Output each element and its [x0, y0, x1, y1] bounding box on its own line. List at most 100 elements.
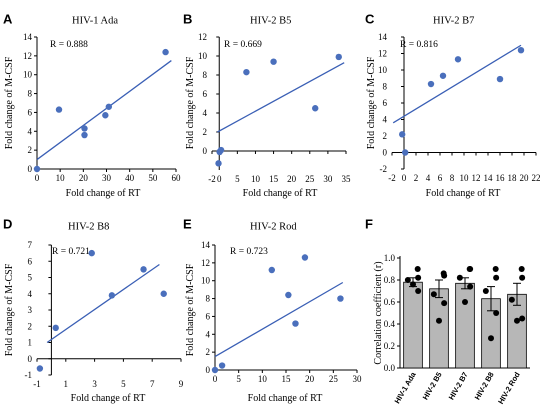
x-tick-label: 8 [450, 173, 455, 183]
data-point [439, 72, 447, 79]
data-point [88, 249, 95, 257]
data-point [462, 299, 468, 305]
x-tick-label: 30 [353, 374, 363, 384]
x-tick-label: 25 [329, 374, 339, 384]
x-tick-label: 30 [323, 174, 333, 184]
panel-title: HIV-2 B5 [250, 15, 291, 26]
x-tick-label: 20 [79, 173, 89, 183]
data-point [496, 75, 504, 83]
y-tick-label: 12 [23, 51, 32, 61]
data-point [215, 160, 222, 167]
trend-line [214, 281, 344, 358]
y-axis-label: Fold change of M-CSF [4, 56, 15, 149]
data-point [285, 291, 292, 299]
y-tick-label: 4 [203, 108, 208, 118]
y-tick-label: 0 [28, 354, 33, 364]
data-point [467, 283, 474, 290]
y-tick-label: 12 [201, 258, 210, 268]
data-point [404, 277, 411, 283]
y-tick-label: 8 [28, 89, 33, 99]
x-tick-label: 14 [484, 173, 494, 183]
data-point [218, 362, 226, 369]
panel-letter: B [183, 12, 192, 27]
x-tick-label: 0 [402, 173, 407, 183]
x-tick-label: 35 [342, 174, 352, 184]
data-point [108, 292, 116, 299]
panel-title: HIV-2 B7 [433, 15, 474, 26]
data-point [415, 274, 422, 281]
panel-letter: A [3, 12, 13, 27]
data-point [270, 58, 277, 65]
y-tick-label: 2 [28, 145, 33, 155]
y-tick-label: 6 [206, 311, 211, 321]
data-point [36, 365, 44, 372]
x-axis-label: Fold change of RT [66, 188, 141, 199]
y-tick-label: 4 [28, 289, 33, 299]
data-point [415, 288, 422, 294]
y-tick-label: 1.0 [384, 253, 396, 263]
y-tick-label: 0 [383, 148, 388, 158]
x-tick-label: HIV-2 B5 [421, 371, 444, 402]
panel-e: E 0 5 10 15 20 25 30 0 2 4 6 8 10 12 14 HIV-2 Rod R = 0.7… [183, 217, 362, 404]
x-tick-label: 6 [438, 173, 443, 183]
x-tick-label: 5 [235, 174, 240, 184]
y-tick-label: 6 [28, 107, 33, 117]
data-point [454, 56, 462, 63]
trend-line [46, 263, 160, 344]
x-axis-label: Fold change of RT [243, 188, 318, 199]
y-tick-label: 2 [206, 347, 211, 357]
data-point [517, 47, 525, 54]
data-point [492, 266, 499, 272]
x-tick-label: 50 [148, 173, 158, 183]
data-point [467, 266, 474, 272]
data-point [441, 300, 448, 307]
y-tick-label: 0.8 [384, 275, 396, 285]
y-axis-label: Fold change of M-CSF [4, 263, 15, 356]
y-tick-label: 12 [198, 32, 207, 42]
data-point [301, 254, 309, 261]
y-axis-label: Fold change of M-CSF [366, 56, 377, 149]
data-point [518, 266, 525, 272]
y-tick-label: 10 [378, 65, 388, 75]
y-tick-label: 10 [23, 70, 33, 80]
bar [403, 281, 423, 369]
panel-c: C-2 0 2 4 6 8 10 12 14 16 18 20 22-202468101214HIV-2… [365, 12, 541, 199]
y-tick-label: 14 [201, 240, 211, 250]
y-tick-label: 6 [28, 256, 33, 266]
y-tick-label: 0.4 [384, 319, 396, 329]
data-point [410, 281, 416, 288]
correlation-label: R = 0.888 [50, 40, 88, 50]
correlation-label: R = 0.816 [400, 40, 438, 50]
trend-line [217, 62, 345, 133]
y-tick-label: 8 [206, 294, 211, 304]
x-tick-label: 40 [125, 173, 135, 183]
x-tick-label: 10 [56, 173, 66, 183]
trend-line [392, 44, 522, 124]
data-point [519, 315, 526, 322]
trend-line [36, 60, 172, 161]
data-point [55, 106, 63, 113]
data-point [519, 274, 526, 281]
x-tick-label: 10 [258, 374, 268, 384]
x-tick-label: 15 [269, 174, 279, 184]
data-point [441, 272, 448, 279]
y-tick-label: 12 [378, 49, 387, 59]
correlation-label: R = 0.721 [52, 247, 90, 257]
data-point [337, 295, 344, 302]
panel-title: HIV-2 B8 [68, 221, 109, 232]
x-tick-label: 0 [213, 374, 218, 384]
y-axis-label: Correlation coefficient (r) [373, 261, 384, 364]
x-tick-label: 0 [35, 173, 40, 183]
x-tick-label: 60 [172, 173, 182, 183]
y-tick-label: 2 [203, 127, 208, 137]
x-tick-label: HIV-2 B8 [473, 371, 496, 402]
x-tick-label: HIV-2 Rod [496, 370, 522, 406]
y-tick-label: 0 [28, 164, 33, 174]
data-point [430, 291, 437, 298]
x-tick-label: 1 [64, 379, 69, 389]
data-point [292, 320, 299, 327]
x-axis-label: Fold change of RT [426, 188, 501, 199]
x-tick-label: 5 [236, 374, 241, 384]
